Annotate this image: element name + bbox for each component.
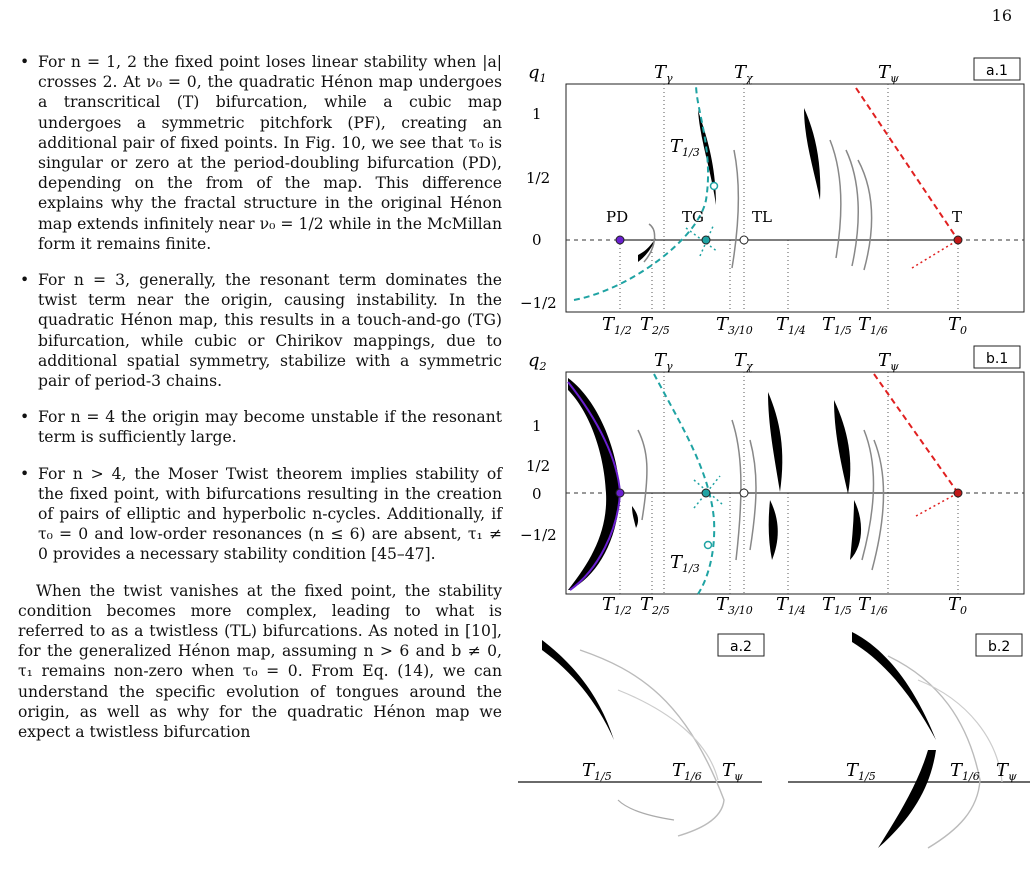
svg-text:T0: T0 (948, 314, 967, 337)
yticks-a1: 1 1/2 0 −1/2 (520, 105, 557, 312)
annotation-t13: T1/3 (670, 136, 700, 159)
svg-text:−1/2: −1/2 (520, 526, 557, 544)
bottom-labels-b1: T1/2 T2/5 T3/10 T1/4 T1/5 T1/6 T0 (602, 594, 967, 617)
svg-text:T2/5: T2/5 (640, 314, 670, 337)
svg-text:Tχ: Tχ (734, 350, 754, 373)
panel-a1-tag: a.1 (986, 63, 1008, 79)
panel-a2: a.2 T1/5 T1/6 Tψ (518, 633, 765, 837)
tick-label: −1/2 (520, 294, 557, 312)
svg-text:Tψ: Tψ (996, 760, 1017, 783)
panel-a1: q1 a.1 1 1/2 0 −1/2 (520, 57, 1025, 337)
svg-text:T1/5: T1/5 (846, 760, 876, 783)
svg-text:T1/5: T1/5 (822, 594, 852, 617)
tick-label: 1/2 (526, 169, 550, 187)
panel-b2-tag: b.2 (988, 639, 1010, 655)
page-number: 16 (991, 6, 1012, 25)
panel-b1-tag: b.1 (986, 351, 1008, 367)
svg-text:Tψ: Tψ (722, 760, 743, 783)
panel-b1: q2 b.1 1 1/2 0 −1/2 (520, 345, 1025, 617)
annotation-tg: TG (682, 208, 704, 226)
panel-b1-ylabel: q2 (528, 350, 547, 373)
tick-label: 1 (532, 105, 542, 123)
list-item: For n > 4, the Moser Twist theorem impli… (20, 464, 502, 565)
annotation-tl: TL (752, 208, 772, 226)
svg-text:1: 1 (532, 417, 542, 435)
panel-b2: b.2 T1/5 T1/6 Tψ (788, 632, 1030, 849)
list-item: For n = 1, 2 the fixed point loses linea… (20, 52, 502, 254)
svg-text:T1/5: T1/5 (822, 314, 852, 337)
list-item: For n = 4 the origin may become unstable… (20, 407, 502, 447)
annotation-pd: PD (606, 208, 628, 226)
panel-a2-tag: a.2 (730, 639, 752, 655)
svg-text:0: 0 (532, 485, 542, 503)
annotation-t: T (952, 208, 962, 226)
svg-text:T2/5: T2/5 (640, 594, 670, 617)
panel-a1-ylabel: q1 (528, 62, 547, 85)
svg-text:T1/2: T1/2 (602, 314, 632, 337)
svg-text:Tγ: Tγ (654, 350, 673, 373)
top-label-gamma: Tγ (654, 62, 673, 85)
svg-text:T3/10: T3/10 (716, 594, 753, 617)
svg-text:T1/6: T1/6 (858, 314, 888, 337)
svg-text:T1/6: T1/6 (672, 760, 702, 783)
list-item: For n = 3, generally, the resonant term … (20, 270, 502, 391)
svg-text:T1/4: T1/4 (776, 314, 806, 337)
svg-text:Tψ: Tψ (878, 350, 899, 373)
svg-text:T3/10: T3/10 (716, 314, 753, 337)
top-label-psi: Tψ (878, 62, 899, 85)
body-paragraph: When the twist vanishes at the fixed poi… (18, 581, 502, 742)
svg-text:1/2: 1/2 (526, 457, 550, 475)
bullet-list: For n = 1, 2 the fixed point loses linea… (18, 52, 502, 565)
svg-text:T1/6: T1/6 (950, 760, 980, 783)
svg-text:T0: T0 (948, 594, 967, 617)
annotation-t13-b1: T1/3 (670, 552, 700, 575)
svg-text:T1/5: T1/5 (582, 760, 612, 783)
yticks-b1: 1 1/2 0 −1/2 (520, 417, 557, 544)
tick-label: 0 (532, 231, 542, 249)
top-label-chi: Tχ (734, 62, 754, 85)
svg-text:T1/6: T1/6 (858, 594, 888, 617)
svg-text:T1/2: T1/2 (602, 594, 632, 617)
bottom-labels-a1: T1/2 T2/5 T3/10 T1/4 T1/5 T1/6 T0 (602, 314, 967, 337)
svg-text:T1/4: T1/4 (776, 594, 806, 617)
text-column: For n = 1, 2 the fixed point loses linea… (18, 52, 502, 742)
figure: q1 a.1 1 1/2 0 −1/2 (518, 57, 1030, 849)
